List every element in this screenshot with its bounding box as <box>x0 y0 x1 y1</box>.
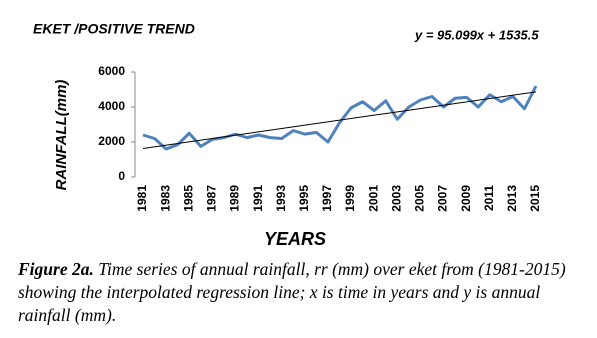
x-tick-label: 2011 <box>482 185 496 211</box>
trend-line <box>142 91 537 149</box>
x-tick-label: 2007 <box>436 185 450 212</box>
x-tick-label: 2003 <box>389 185 403 212</box>
x-tick-label: 1985 <box>181 185 195 212</box>
x-tick-label: 2005 <box>413 185 427 212</box>
equation: y = 95.099x + 1535.5 <box>414 27 539 42</box>
x-tick-label: 1993 <box>274 185 288 212</box>
y-tick-label: 2000 <box>98 134 125 148</box>
x-tick-label: 2001 <box>366 185 380 212</box>
x-tick-label: 1997 <box>320 185 334 212</box>
y-axis-title: RAINFALL(mm) <box>53 80 70 191</box>
x-axis-title: YEARS <box>264 229 326 249</box>
x-tick-label: 2013 <box>505 185 519 212</box>
x-tick-label: 1995 <box>297 185 311 212</box>
chart: EKET /POSITIVE TREND y = 95.099x + 1535.… <box>33 21 542 249</box>
data-line <box>142 85 538 151</box>
chart-title: EKET /POSITIVE TREND <box>33 21 195 37</box>
x-tick-label: 1991 <box>251 185 265 212</box>
x-tick-label: 1999 <box>343 185 357 212</box>
x-tick-label: 1983 <box>158 185 172 212</box>
caption: Figure 2a. Time series of annual rainfal… <box>18 258 584 327</box>
x-tick-label: 1981 <box>135 185 149 212</box>
x-tick-label: 1987 <box>205 185 219 212</box>
caption-label: Figure 2a. <box>18 259 94 279</box>
y-tick-label: 0 <box>118 169 125 183</box>
x-tick-label: 2009 <box>459 185 473 212</box>
x-tick-label: 1989 <box>228 185 242 212</box>
y-tick-label: 4000 <box>98 99 125 113</box>
caption-text: Time series of annual rainfall, rr (mm) … <box>18 259 566 325</box>
x-tick-label: 2015 <box>528 185 542 212</box>
y-tick-label: 6000 <box>98 64 125 78</box>
